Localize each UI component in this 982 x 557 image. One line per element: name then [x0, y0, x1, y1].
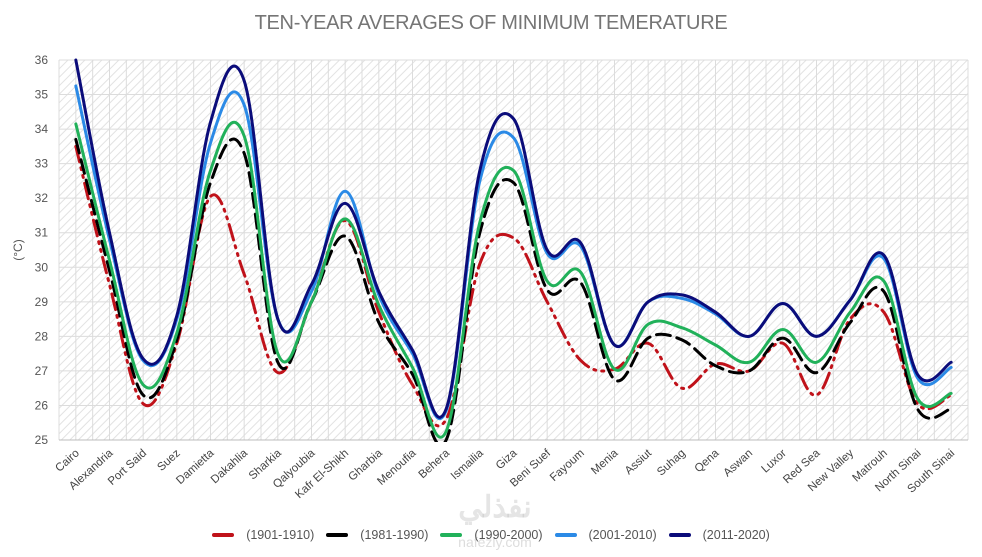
x-tick-label: Ismailia	[449, 447, 486, 482]
legend-swatch	[668, 533, 691, 537]
legend-label: (1981-1990)	[360, 528, 429, 542]
y-axis-title: (°C)	[11, 239, 25, 260]
legend-item[interactable]: (1990-2000)	[440, 528, 543, 542]
y-tick-label: 27	[35, 364, 49, 378]
y-tick-label: 31	[35, 226, 49, 240]
y-tick-label: 26	[35, 398, 49, 412]
x-tick-label: Qena	[693, 447, 722, 475]
legend-label: (2011-2020)	[702, 528, 770, 542]
y-tick-label: 34	[35, 122, 49, 136]
x-tick-label: Aswan	[721, 447, 755, 479]
y-axis: 25 26 27 28 29 30 31 32 33 34 35 36	[35, 53, 49, 447]
y-tick-label: 25	[35, 433, 49, 447]
x-tick-label: Cairo	[53, 447, 81, 474]
y-tick-label: 36	[35, 53, 49, 67]
x-tick-label: Dakahlia	[209, 447, 251, 486]
legend: (1901-1910) (1981-1990) (1990-2000) (2001-2…	[0, 528, 982, 542]
chart-title: TEN-YEAR AVERAGES OF MINIMUM TEMERATURE	[254, 12, 728, 34]
x-tick-label: Suez	[155, 447, 183, 474]
series-lines	[74, 58, 953, 442]
legend-item[interactable]: (2001-2010)	[554, 528, 657, 542]
x-tick-label: Luxor	[759, 447, 789, 475]
series-line-2011-2020	[74, 58, 953, 419]
y-tick-label: 28	[35, 329, 49, 343]
x-tick-label: Giza	[494, 447, 520, 472]
y-tick-label: 32	[35, 191, 49, 205]
legend-label: (1901-1910)	[246, 528, 315, 542]
x-tick-label: Behera	[417, 447, 453, 481]
y-tick-label: 30	[35, 260, 49, 274]
x-tick-label: Suhag	[655, 447, 688, 478]
legend-swatch	[326, 533, 349, 537]
legend-item[interactable]: (1901-1910)	[212, 528, 314, 542]
x-tick-label: Assiut	[623, 447, 655, 477]
legend-swatch	[212, 533, 235, 537]
x-tick-label: Damietta	[174, 447, 217, 487]
legend-swatch	[554, 533, 577, 537]
legend-item[interactable]: (2011-2020)	[668, 528, 770, 542]
series-line-1990-2000	[74, 120, 953, 439]
x-tick-label: Fayoum	[548, 447, 587, 484]
legend-label: (2001-2010)	[588, 528, 657, 542]
legend-swatch	[440, 533, 463, 537]
y-tick-label: 33	[35, 157, 49, 171]
horizontal-gridlines	[59, 59, 968, 441]
legend-label: (1990-2000)	[474, 528, 543, 542]
legend-item[interactable]: (1981-1990)	[326, 528, 428, 542]
x-tick-label: Menia	[589, 447, 621, 477]
y-tick-label: 35	[35, 88, 49, 102]
y-tick-label: 29	[35, 295, 49, 309]
